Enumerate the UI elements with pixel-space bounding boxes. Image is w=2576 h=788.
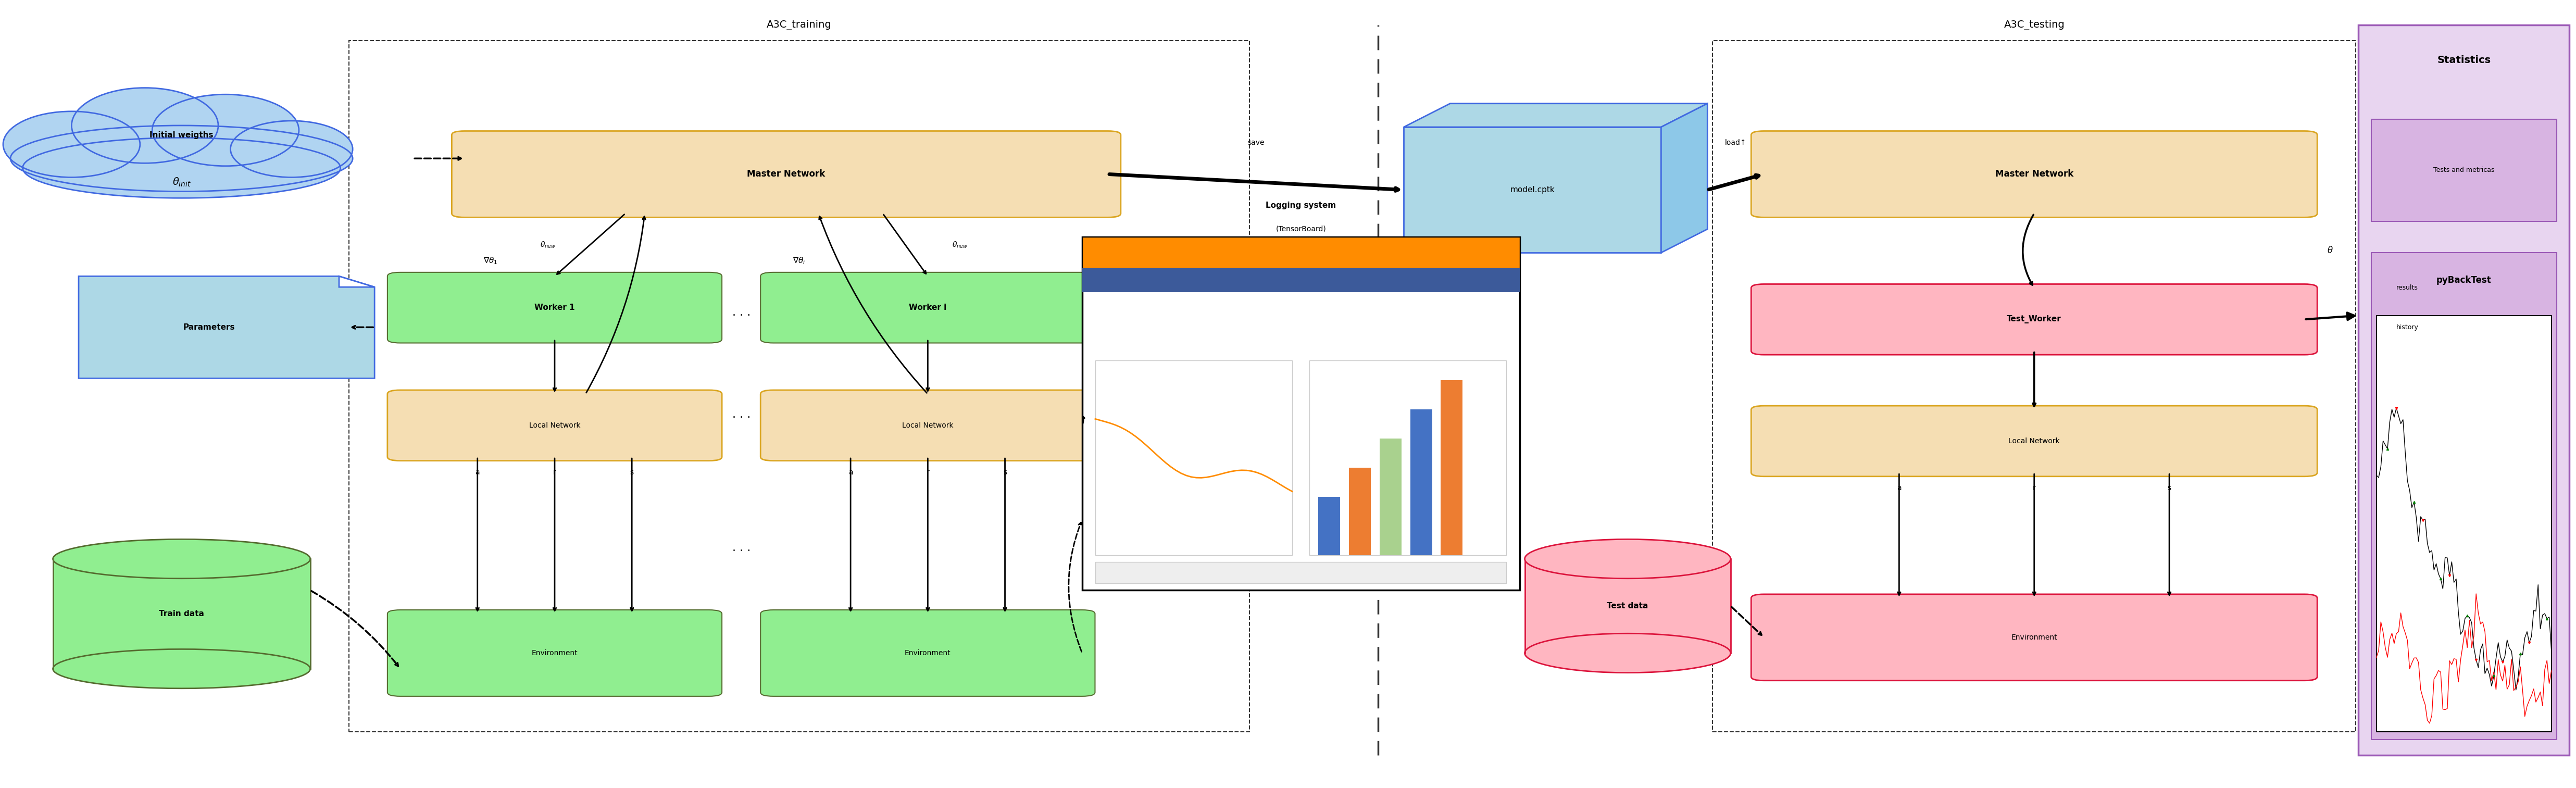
Text: Environment: Environment [904, 649, 951, 656]
FancyBboxPatch shape [1752, 284, 2318, 355]
Text: Statistics: Statistics [2437, 55, 2491, 65]
Text: a: a [1896, 485, 1901, 492]
FancyBboxPatch shape [1082, 237, 1520, 269]
Text: Test data: Test data [1607, 602, 1649, 610]
Text: $\nabla\theta_i$: $\nabla\theta_i$ [793, 255, 806, 266]
FancyBboxPatch shape [1381, 438, 1401, 555]
FancyBboxPatch shape [1440, 380, 1463, 555]
FancyBboxPatch shape [386, 273, 721, 343]
Text: Test_Worker: Test_Worker [2007, 315, 2061, 324]
Text: Parameters: Parameters [183, 323, 234, 331]
Text: a: a [848, 469, 853, 476]
Text: r: r [927, 469, 930, 476]
Bar [1713, 41, 2357, 731]
Text: Local Network: Local Network [902, 422, 953, 429]
Ellipse shape [54, 539, 309, 578]
Text: s: s [631, 469, 634, 476]
Ellipse shape [3, 111, 139, 177]
Text: s: s [2166, 485, 2172, 492]
Bar [1525, 559, 1731, 653]
Text: Tests and metricas: Tests and metricas [2434, 167, 2494, 173]
Text: Worker i: Worker i [909, 303, 945, 311]
Polygon shape [1404, 103, 1708, 127]
Text: load↑: load↑ [1726, 139, 1747, 147]
Text: history: history [2396, 324, 2419, 331]
FancyBboxPatch shape [1409, 409, 1432, 555]
FancyBboxPatch shape [760, 610, 1095, 697]
FancyBboxPatch shape [1082, 269, 1520, 292]
Polygon shape [1662, 103, 1708, 253]
Text: A3C_training: A3C_training [768, 20, 832, 30]
Text: r: r [554, 469, 556, 476]
Ellipse shape [1525, 539, 1731, 578]
Text: Local Network: Local Network [528, 422, 580, 429]
Text: · · ·: · · · [732, 310, 750, 321]
FancyBboxPatch shape [760, 390, 1095, 461]
FancyBboxPatch shape [1082, 237, 1520, 590]
FancyBboxPatch shape [451, 131, 1121, 217]
Ellipse shape [229, 121, 353, 177]
Text: $\theta_{new}$: $\theta_{new}$ [953, 240, 969, 249]
Ellipse shape [23, 138, 340, 198]
Text: Local Network: Local Network [2009, 437, 2061, 444]
Polygon shape [80, 277, 374, 378]
Ellipse shape [10, 125, 353, 191]
Ellipse shape [152, 95, 299, 166]
Bar [348, 41, 1249, 731]
Text: A3C_testing: A3C_testing [2004, 20, 2063, 30]
Ellipse shape [72, 87, 219, 163]
FancyBboxPatch shape [760, 273, 1095, 343]
Text: · · ·: · · · [732, 412, 750, 422]
FancyBboxPatch shape [1095, 361, 1293, 555]
FancyBboxPatch shape [1350, 467, 1370, 555]
Text: $\theta$: $\theta$ [2326, 246, 2334, 255]
Text: $\nabla\theta_1$: $\nabla\theta_1$ [484, 255, 497, 266]
Polygon shape [340, 277, 374, 287]
Text: results: results [2396, 284, 2419, 292]
Text: Train data: Train data [160, 610, 204, 618]
Text: model.cptk: model.cptk [1510, 186, 1556, 194]
Bar [54, 559, 309, 669]
FancyBboxPatch shape [2360, 25, 2568, 755]
FancyBboxPatch shape [386, 610, 721, 697]
FancyBboxPatch shape [1319, 496, 1340, 555]
Text: · · ·: · · · [732, 546, 750, 556]
Text: a: a [474, 469, 479, 476]
FancyBboxPatch shape [1752, 594, 2318, 681]
FancyBboxPatch shape [1752, 131, 2318, 217]
Text: pyBackTest: pyBackTest [2437, 276, 2491, 284]
FancyBboxPatch shape [2378, 315, 2550, 731]
Text: Master Network: Master Network [747, 169, 824, 179]
FancyBboxPatch shape [2372, 119, 2555, 221]
Text: $\theta_{new}$: $\theta_{new}$ [541, 240, 556, 249]
Text: (TensorBoard): (TensorBoard) [1275, 225, 1327, 232]
Text: Environment: Environment [531, 649, 577, 656]
FancyBboxPatch shape [1404, 127, 1662, 253]
Text: $\theta_{init}$: $\theta_{init}$ [173, 177, 191, 188]
FancyBboxPatch shape [2372, 253, 2555, 739]
FancyBboxPatch shape [1752, 406, 2318, 477]
Text: r: r [2032, 485, 2035, 492]
FancyBboxPatch shape [1095, 562, 1507, 583]
Text: Environment: Environment [2012, 634, 2058, 641]
Text: save: save [1247, 139, 1265, 147]
FancyBboxPatch shape [1309, 361, 1507, 555]
Ellipse shape [1525, 634, 1731, 673]
Text: Master Network: Master Network [1994, 169, 2074, 179]
Text: Initial weigths: Initial weigths [149, 131, 214, 139]
Text: s: s [1002, 469, 1007, 476]
Text: Logging system: Logging system [1265, 202, 1337, 210]
Text: Worker 1: Worker 1 [533, 303, 574, 311]
FancyBboxPatch shape [386, 390, 721, 461]
Ellipse shape [54, 649, 309, 689]
